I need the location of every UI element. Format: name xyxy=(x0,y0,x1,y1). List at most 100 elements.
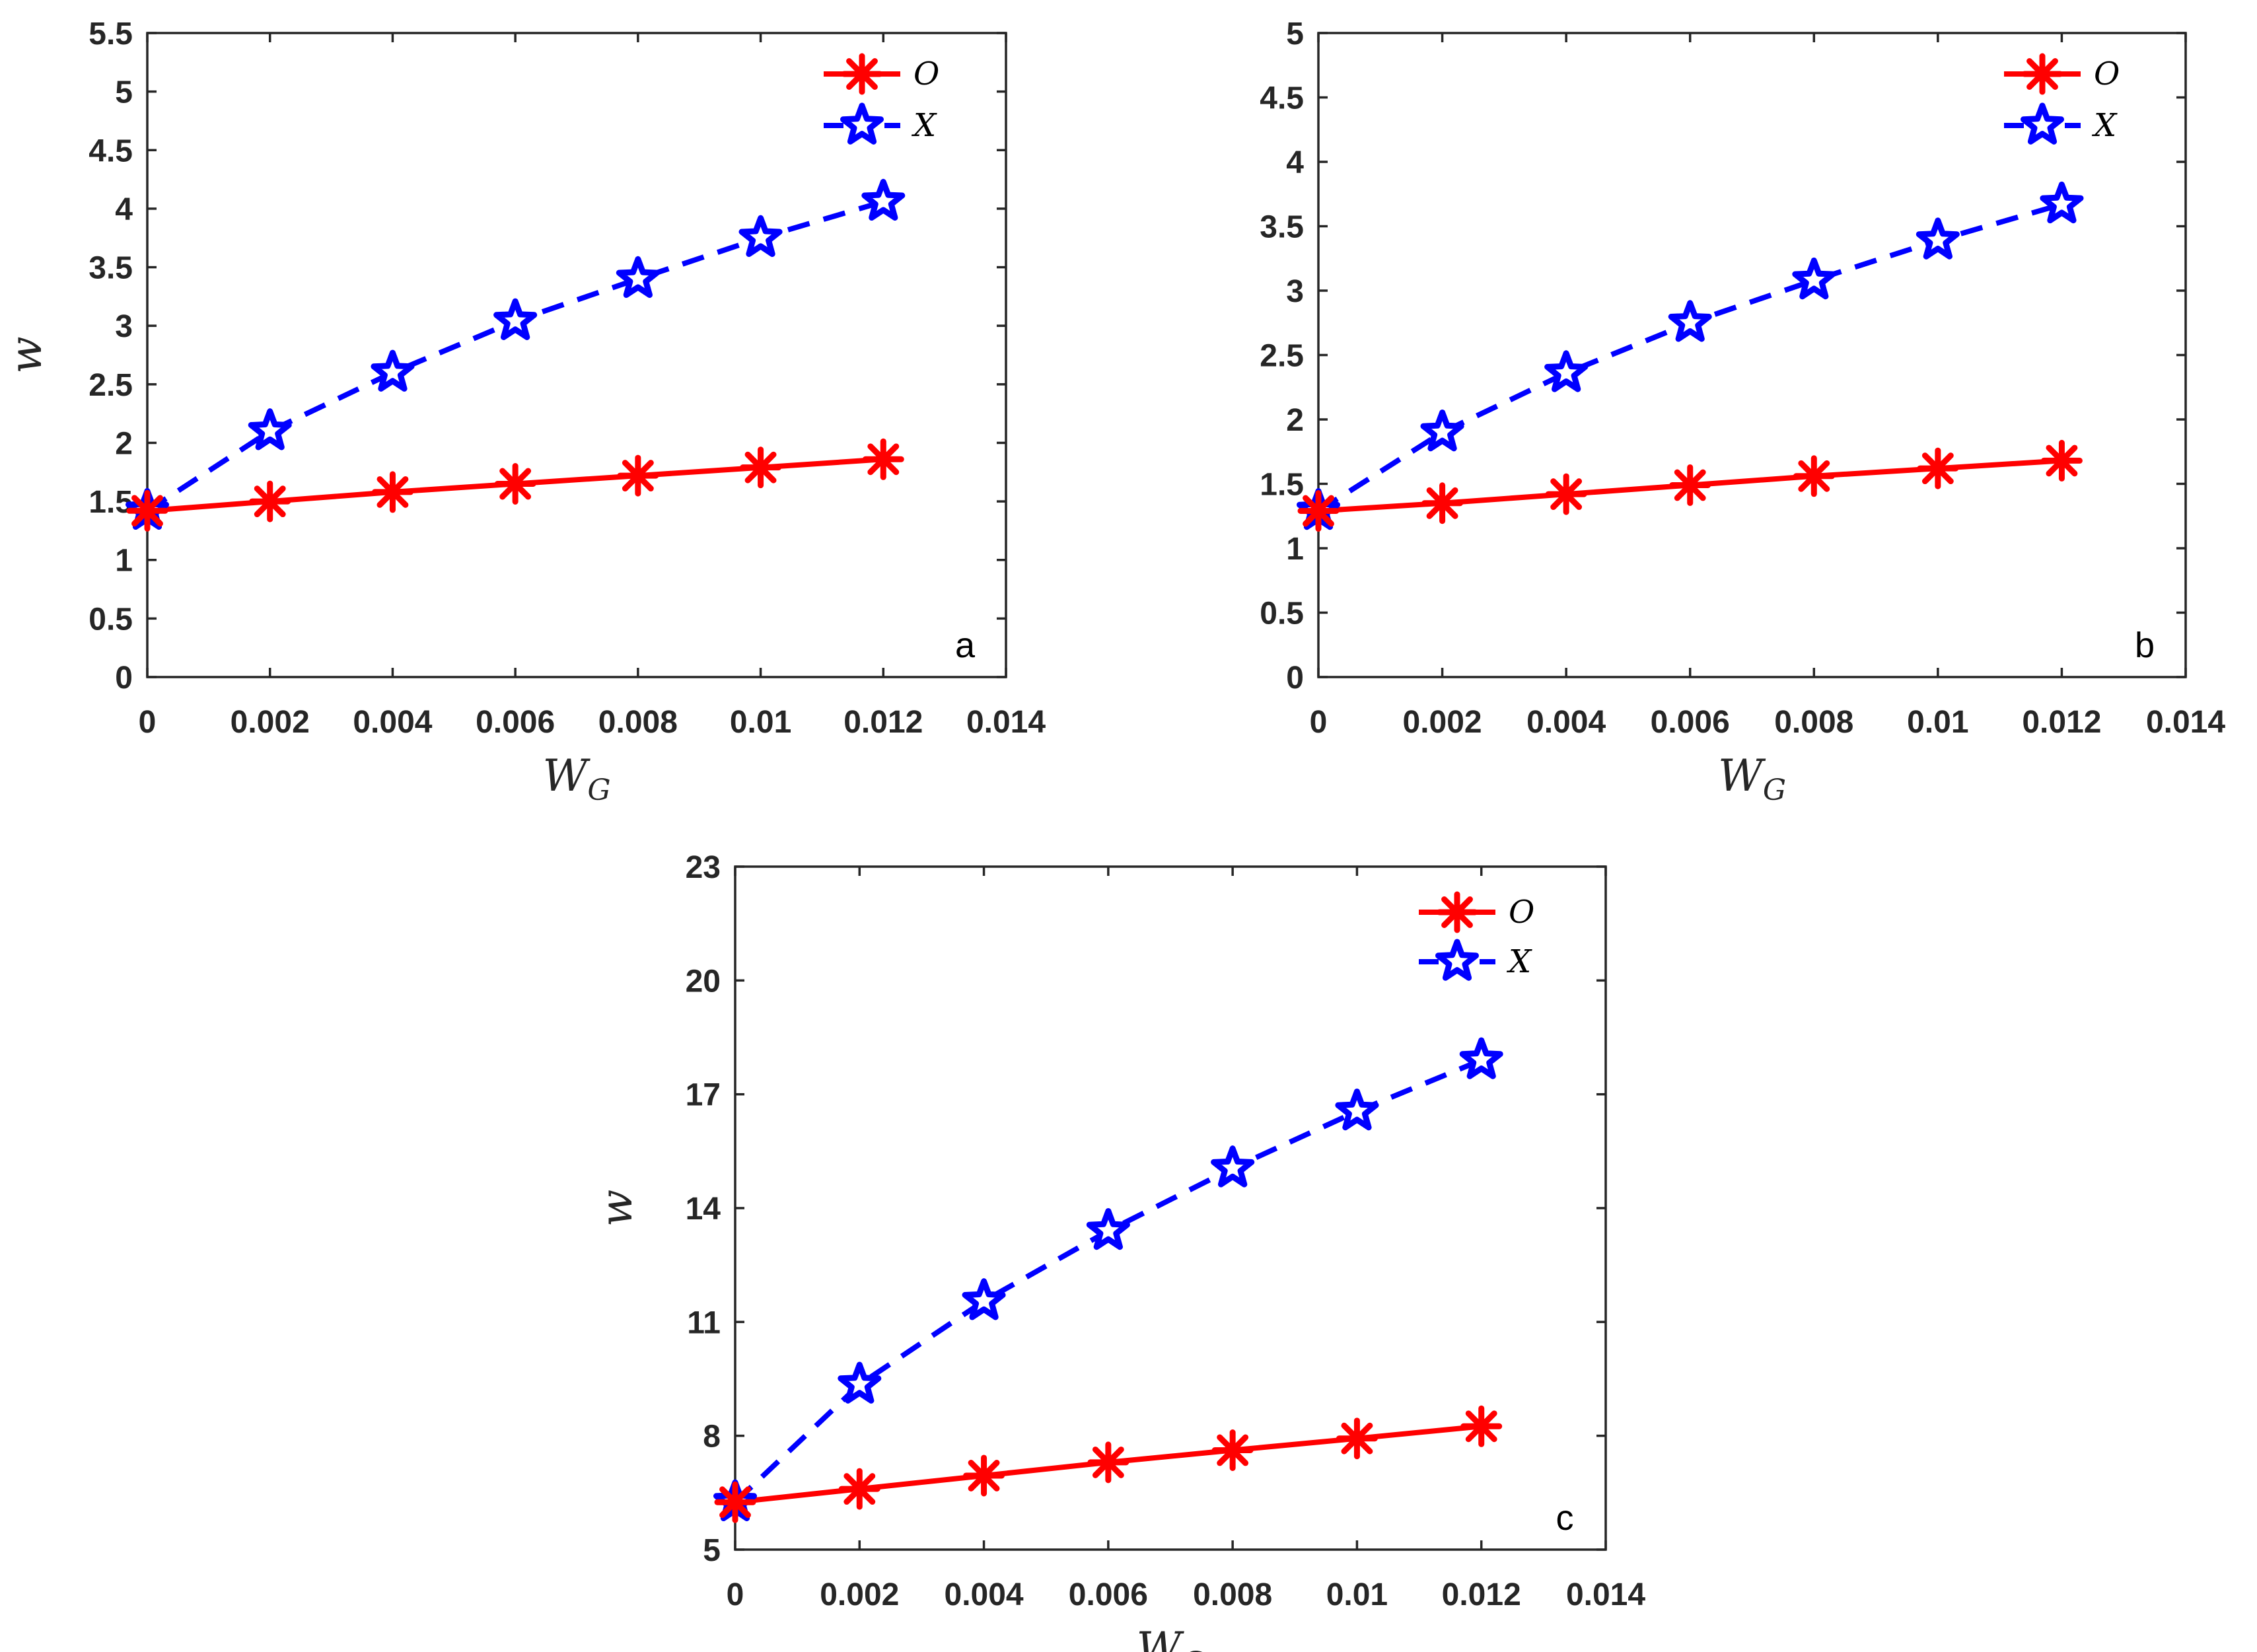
data-point-o xyxy=(1421,482,1464,524)
y-tick-label: 11 xyxy=(687,1305,721,1340)
legend: OX xyxy=(2004,53,2120,145)
data-point-o xyxy=(714,1481,756,1523)
x-tick-label: 0.008 xyxy=(598,705,678,740)
x-tick-label: 0 xyxy=(727,1577,744,1612)
data-point-o xyxy=(1669,464,1711,506)
data-point-o xyxy=(1087,1441,1129,1484)
x-tick-label: 0.002 xyxy=(820,1577,899,1612)
y-tick-label: 4 xyxy=(1286,145,1304,180)
y-tick-label: 2 xyxy=(115,426,133,461)
data-point-x xyxy=(1459,1037,1503,1079)
data-point-o xyxy=(1336,1418,1378,1460)
data-point-x xyxy=(1211,1145,1255,1188)
legend-label-o: O xyxy=(1509,894,1534,931)
data-point-o xyxy=(1545,473,1587,515)
x-axis-label: WG xyxy=(1718,750,1786,807)
data-point-x xyxy=(838,1361,882,1404)
legend-label-o: O xyxy=(2094,55,2120,92)
data-point-o xyxy=(963,1454,1005,1497)
x-axis-label: WG xyxy=(1137,1623,1205,1652)
x-tick-label: 0.004 xyxy=(353,705,432,740)
y-tick-label: 8 xyxy=(703,1419,721,1454)
data-point-x xyxy=(1668,300,1712,342)
y-tick-label: 1.5 xyxy=(1260,468,1304,503)
y-tick-label: 0 xyxy=(1286,661,1304,696)
legend: OX xyxy=(1419,891,1534,981)
x-axis-label: WG xyxy=(543,750,611,807)
data-point-x xyxy=(1544,350,1589,392)
plot-frame xyxy=(146,32,1007,678)
x-tick-label: 0.004 xyxy=(945,1577,1024,1612)
chart-panel-a: 0 0.002 0.004 0.006 0.008 0.01 0.012 0.014 0 0.5 1… xyxy=(1,17,1046,807)
x-tick-label: 0.008 xyxy=(1774,705,1853,740)
y-tick-label: 4.5 xyxy=(1260,81,1304,116)
panel-label: a xyxy=(955,626,976,665)
x-tick-label: 0.006 xyxy=(1069,1577,1148,1612)
legend-label-x: X xyxy=(2091,107,2118,144)
y-axis-label: w xyxy=(1,336,52,374)
legend: OX xyxy=(824,53,939,145)
panel-label: c xyxy=(1556,1498,1574,1538)
data-point-x xyxy=(1916,217,1960,260)
data-point-x xyxy=(1792,257,1836,300)
data-point-x xyxy=(1420,410,1464,452)
data-point-o xyxy=(862,438,904,480)
data-point-o xyxy=(617,454,659,497)
x-tick-label: 0.004 xyxy=(1526,705,1606,740)
data-point-o xyxy=(249,480,291,522)
legend-label-x: X xyxy=(1506,943,1532,980)
data-point-x xyxy=(1335,1089,1379,1131)
legend-label-x: X xyxy=(911,107,937,144)
y-tick-label: 17 xyxy=(686,1078,721,1113)
y-tick-label: 0.5 xyxy=(1260,596,1304,631)
y-axis-label: w xyxy=(591,1190,642,1227)
x-tick-label: 0.014 xyxy=(1566,1577,1645,1612)
chart-panel-b: 0 0.002 0.004 0.006 0.008 0.01 0.012 0.014 0 0.5 1… xyxy=(1260,17,2225,807)
legend-label-o: O xyxy=(914,55,939,92)
x-tick-label: 0.012 xyxy=(843,705,923,740)
x-tick-label: 0.008 xyxy=(1193,1577,1272,1612)
data-point-x xyxy=(248,408,292,450)
data-point-o xyxy=(838,1468,880,1510)
x-tick-label: 0.01 xyxy=(730,705,791,740)
y-tick-label: 0 xyxy=(115,661,133,696)
data-point-x xyxy=(2040,181,2084,224)
y-tick-label: 5 xyxy=(1286,17,1304,52)
x-tick-label: 0.006 xyxy=(1651,705,1730,740)
y-tick-label: 4 xyxy=(115,192,133,227)
data-point-x xyxy=(738,215,783,257)
x-tick-label: 0 xyxy=(139,705,157,740)
y-tick-label: 23 xyxy=(686,850,721,885)
y-tick-label: 2.5 xyxy=(1260,339,1304,374)
data-point-o xyxy=(126,489,168,532)
y-tick-label: 3.5 xyxy=(1260,210,1304,245)
legend-marker-x xyxy=(840,102,884,145)
data-point-x xyxy=(371,349,415,392)
x-tick-label: 0.012 xyxy=(1442,1577,1521,1612)
y-tick-label: 14 xyxy=(686,1192,721,1227)
legend-marker-o xyxy=(1436,891,1478,933)
x-tick-label: 0.012 xyxy=(2022,705,2101,740)
x-tick-label: 0.002 xyxy=(1403,705,1482,740)
data-point-x xyxy=(493,298,538,340)
data-point-o xyxy=(740,447,782,489)
y-tick-label: 5.5 xyxy=(89,17,133,52)
y-tick-label: 0.5 xyxy=(89,602,133,637)
data-point-o xyxy=(2040,439,2083,482)
y-tick-label: 5 xyxy=(115,75,133,110)
data-point-o xyxy=(494,463,536,505)
data-point-o xyxy=(1793,455,1835,497)
y-tick-label: 4.5 xyxy=(89,133,133,168)
x-tick-label: 0.006 xyxy=(476,705,555,740)
x-tick-label: 0 xyxy=(1310,705,1328,740)
x-tick-label: 0.002 xyxy=(231,705,310,740)
data-point-x xyxy=(616,256,660,298)
data-point-o xyxy=(1211,1429,1254,1471)
data-point-o xyxy=(1460,1405,1503,1447)
x-tick-label: 0.01 xyxy=(1326,1577,1388,1612)
legend-marker-o xyxy=(841,53,883,95)
y-tick-label: 1 xyxy=(1286,532,1304,567)
legend-marker-o xyxy=(2021,53,2063,95)
